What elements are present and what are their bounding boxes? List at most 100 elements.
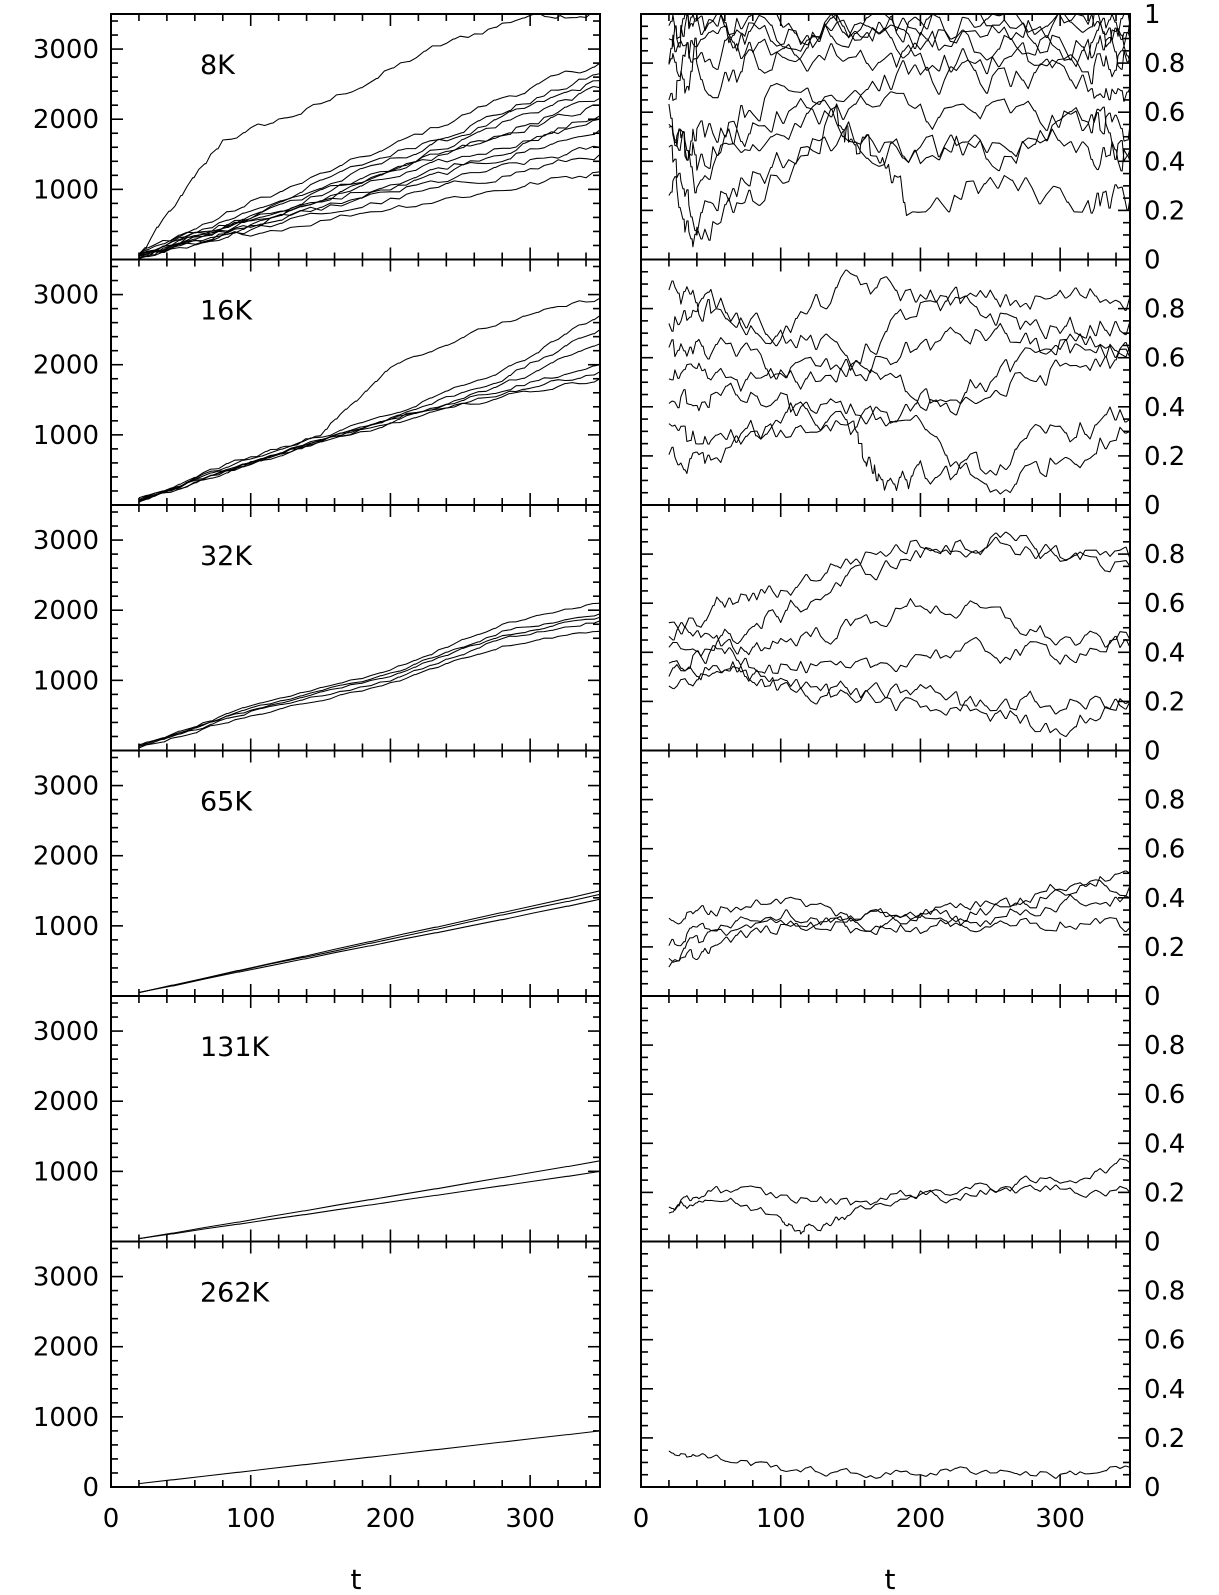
right-panel-16K: 0 0.2 0.4 0.6 0.8 (640, 258, 1185, 521)
right-series-group (668, 14, 1130, 248)
left-series-line-8 (138, 115, 600, 258)
right-y-tick-label: 0.2 (1144, 442, 1185, 472)
left-series-group (138, 14, 600, 260)
right-x-tick-label: 0 (633, 1504, 650, 1534)
right-panel-frame (640, 749, 1131, 997)
left-series-group (138, 890, 600, 994)
right-series-line-9 (668, 106, 1130, 236)
right-series-line-4 (668, 14, 1130, 77)
right-y-tick-label: 0.4 (1144, 638, 1185, 668)
right-y-tick-label: 0 (1144, 737, 1161, 767)
left-x-tick-label: 100 (226, 1504, 276, 1534)
right-series-line-3 (668, 322, 1130, 379)
left-series-line-2 (138, 315, 600, 501)
left-y-tick-label: 2000 (33, 351, 99, 381)
panel-label: 131K (200, 1032, 271, 1063)
left-series-line-9 (138, 118, 600, 260)
right-x-axis-label: t (885, 1563, 896, 1595)
left-series-line-1 (138, 1160, 600, 1240)
panel-grid: 1000 2000 3000 8K 0 0.2 0.4 0.6 0.8 1 1000 2000 3000… (33, 0, 1186, 1503)
panel-row-65K: 1000 2000 3000 65K 0 0.2 0.4 0.6 0.8 (33, 749, 1185, 1012)
panel-label: 65K (200, 787, 253, 818)
right-y-tick-label: 0.4 (1144, 1129, 1185, 1159)
right-panel-262K: 0 0.2 0.4 0.6 0.8 (640, 1240, 1185, 1503)
left-y-tick-label: 2000 (33, 596, 99, 626)
left-y-tick-label: 3000 (33, 772, 99, 802)
right-series-line-3 (668, 14, 1130, 64)
left-x-axis-label: t (351, 1563, 362, 1595)
right-y-tick-label: 0.8 (1144, 786, 1185, 816)
left-y-tick-label: 1000 (33, 912, 99, 942)
right-y-tick-label: 0 (1144, 982, 1161, 1012)
right-panel-frame (640, 258, 1131, 506)
left-series-line-2 (138, 1170, 600, 1240)
right-series-group (668, 1450, 1130, 1479)
left-panel-frame (110, 1240, 601, 1488)
left-y-tick-label: 1000 (33, 666, 99, 696)
left-panel-frame (110, 995, 601, 1243)
right-y-tick-label: 0.6 (1144, 344, 1185, 374)
left-y-tick-label: 1000 (33, 175, 99, 205)
right-series-group (668, 531, 1130, 737)
left-y-tick-label: 1000 (33, 421, 99, 451)
right-y-tick-label: 0.6 (1144, 589, 1185, 619)
right-series-line-1 (668, 1158, 1130, 1214)
left-y-tick-label: 2000 (33, 105, 99, 135)
right-series-line-7 (668, 91, 1130, 171)
left-series-line-6 (138, 371, 600, 501)
right-series-line-4 (668, 338, 1130, 411)
right-series-group (668, 870, 1130, 968)
left-series-line-7 (138, 378, 600, 503)
panel-row-8K: 1000 2000 3000 8K 0 0.2 0.4 0.6 0.8 1 (33, 0, 1186, 276)
left-y-tick-label: 2000 (33, 1333, 99, 1363)
right-y-tick-label: 0.4 (1144, 147, 1185, 177)
right-series-line-2 (668, 531, 1130, 658)
right-panel-131K: 0 0.2 0.4 0.6 0.8 (640, 995, 1185, 1258)
left-series-line-7 (138, 104, 600, 256)
left-x-tick-label: 200 (366, 1504, 416, 1534)
right-series-line-4 (668, 631, 1130, 674)
left-series-line-3 (138, 898, 600, 993)
right-y-tick-label: 0.6 (1144, 98, 1185, 128)
left-panel-frame (110, 504, 601, 752)
panel-label: 262K (200, 1278, 271, 1309)
right-series-line-4 (668, 915, 1130, 968)
left-panel-131K: 1000 2000 3000 131K (33, 995, 601, 1243)
right-panel-65K: 0 0.2 0.4 0.6 0.8 (640, 749, 1185, 1012)
right-y-tick-label: 0.8 (1144, 1031, 1185, 1061)
left-y-tick-label: 2000 (33, 842, 99, 872)
left-series-line-3 (138, 616, 600, 748)
right-y-tick-label: 0 (1144, 1473, 1161, 1503)
left-series-line-4 (138, 620, 600, 749)
right-series-group (668, 269, 1130, 495)
right-series-line-2 (668, 288, 1130, 366)
right-y-tick-label: 0.6 (1144, 835, 1185, 865)
right-y-tick-label: 0.4 (1144, 393, 1185, 423)
right-series-line-10 (668, 105, 1130, 248)
left-y-tick-label: 3000 (33, 35, 99, 65)
panel-row-32K: 1000 2000 3000 32K 0 0.2 0.4 0.6 0.8 (33, 504, 1185, 767)
right-series-line-5 (668, 348, 1130, 436)
left-series-line-1 (138, 14, 600, 255)
left-series-line-13 (138, 171, 600, 255)
right-series-line-5 (668, 661, 1130, 716)
right-series-line-2 (668, 879, 1130, 947)
left-series-line-2 (138, 62, 600, 255)
right-series-line-3 (668, 598, 1130, 656)
left-y-tick-label: 0 (82, 1473, 99, 1503)
left-x-tick-labels: 0 100 200 300 (103, 1504, 555, 1534)
left-y-tick-label: 3000 (33, 1263, 99, 1293)
right-series-line-2 (668, 1184, 1130, 1235)
left-panel-8K: 1000 2000 3000 8K (33, 13, 601, 261)
left-series-line-5 (138, 630, 600, 747)
right-series-line-1 (668, 1450, 1130, 1479)
left-y-tick-label: 1000 (33, 1157, 99, 1187)
left-series-line-11 (138, 145, 600, 255)
left-series-line-1 (138, 297, 600, 499)
right-panel-frame (640, 1240, 1131, 1488)
panel-label: 32K (200, 541, 253, 572)
right-series-group (668, 1158, 1130, 1235)
left-panel-frame (110, 258, 601, 506)
left-series-line-2 (138, 893, 600, 994)
